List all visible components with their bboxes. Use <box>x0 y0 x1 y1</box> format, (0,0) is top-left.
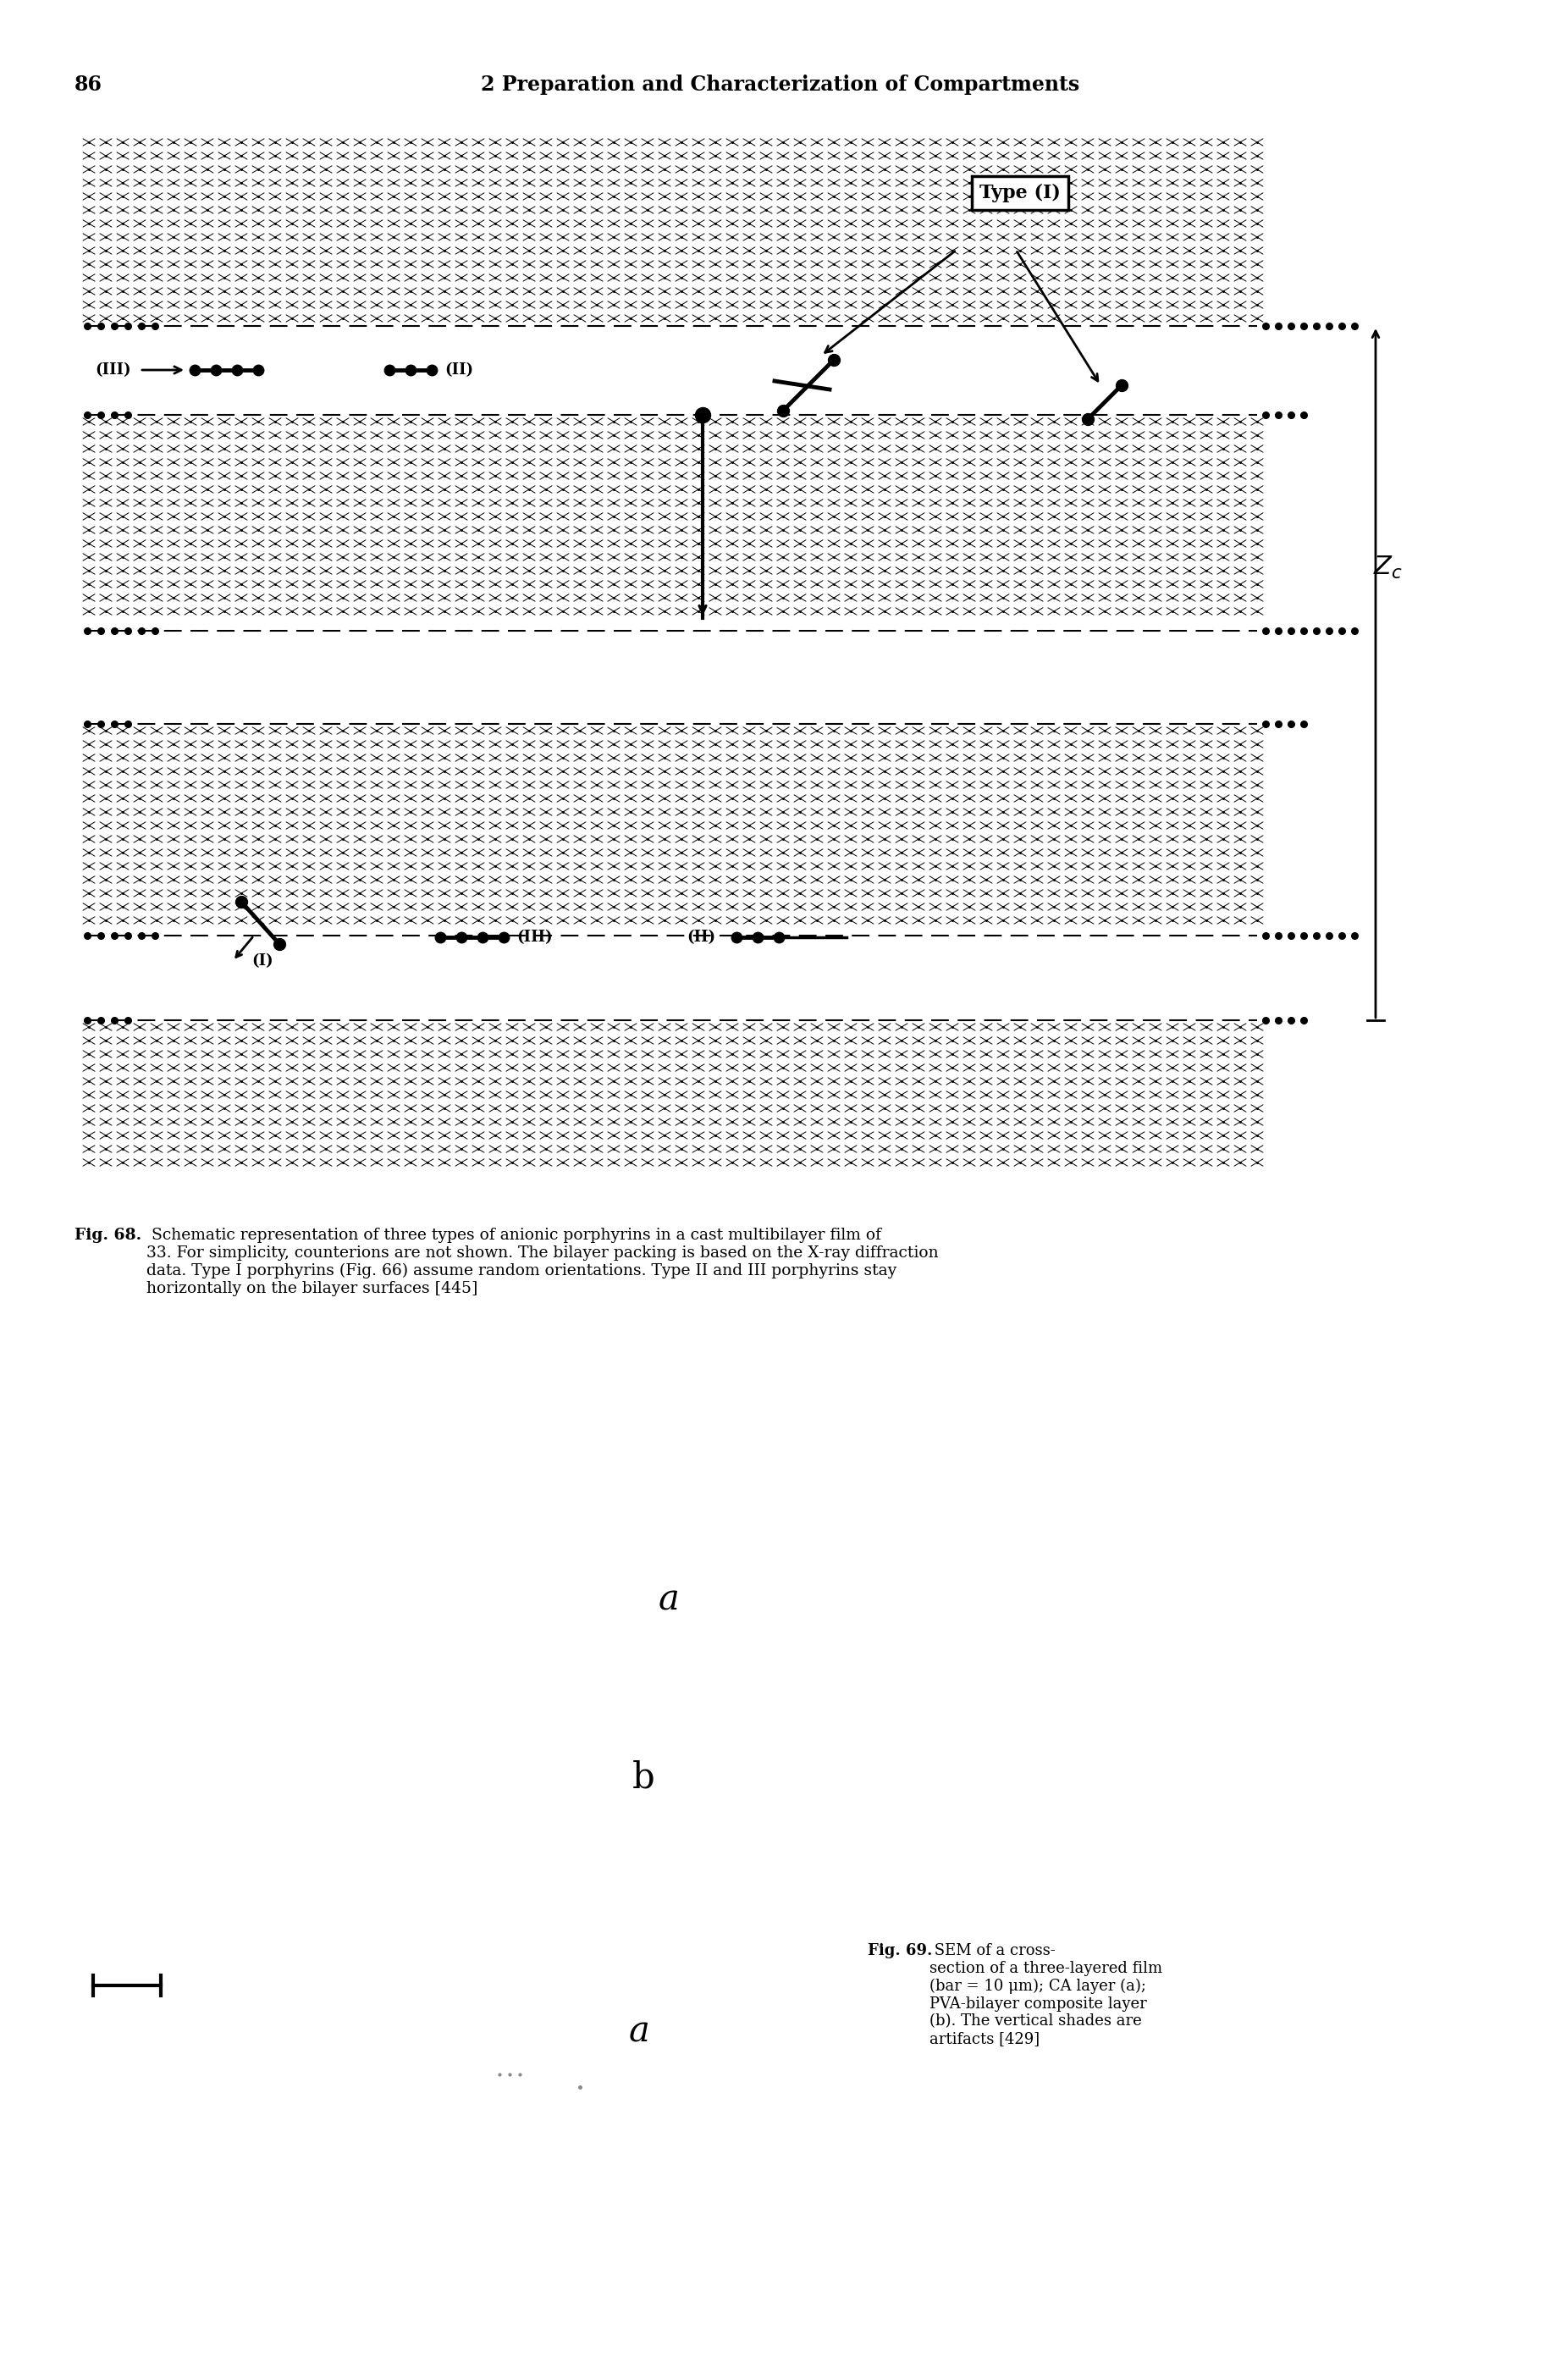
Text: (I): (I) <box>251 954 273 969</box>
Text: $Z_c$: $Z_c$ <box>1374 555 1403 581</box>
Text: Schematic representation of three types of anionic porphyrins in a cast multibil: Schematic representation of three types … <box>147 1228 938 1297</box>
Text: (III): (III) <box>95 362 131 378</box>
Text: a: a <box>629 2013 649 2049</box>
Text: 2 Preparation and Characterization of Compartments: 2 Preparation and Characterization of Co… <box>481 74 1080 95</box>
Text: Type (I): Type (I) <box>979 183 1060 202</box>
Text: Fig. 68.: Fig. 68. <box>75 1228 142 1242</box>
Text: 86: 86 <box>75 74 103 95</box>
Text: (II): (II) <box>687 931 715 945</box>
Text: (III): (III) <box>517 931 553 945</box>
Text: (II): (II) <box>445 362 473 378</box>
Text: Fig. 69.: Fig. 69. <box>868 1942 932 1959</box>
Text: b: b <box>632 1761 654 1797</box>
Text: a: a <box>659 1583 679 1618</box>
Text: SEM of a cross-
section of a three-layered film
(bar = 10 μm); CA layer (a);
PVA: SEM of a cross- section of a three-layer… <box>929 1942 1163 2047</box>
